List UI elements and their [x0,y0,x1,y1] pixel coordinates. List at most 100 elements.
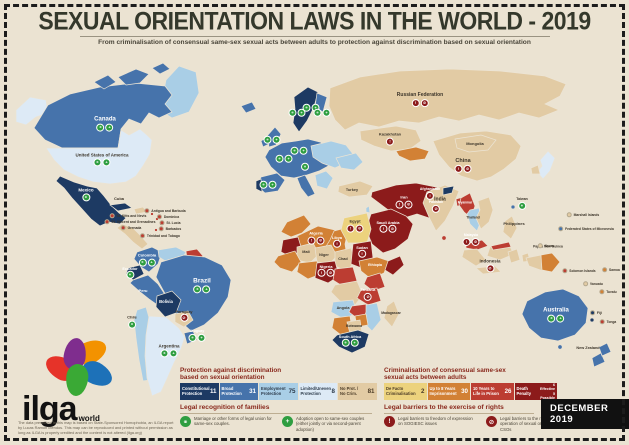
date-badge: DECEMBER 2019 [541,399,629,429]
country-name: Barbados [158,226,181,232]
legend-label: De Facto Criminalisation [386,386,416,396]
country-label-ecuador: Ecuador ⚭ [122,267,138,280]
marriage-icon: ⚭ [259,180,268,189]
country-name: New Zealand [576,346,600,351]
country-name: India [434,196,446,203]
country-label-tuvalu: Tuvalu [599,289,617,295]
country-name: United States of America [75,152,129,158]
country-name: Iran [400,194,408,200]
region-bolivia [155,290,182,318]
csos-icon: ⊘ [463,165,472,174]
region-west-africa [273,250,302,273]
country-name: Saudi Arabia [376,220,400,225]
adoption-icon: + [322,108,331,117]
country-name: Botswana [345,324,363,329]
country-label-marshall-islands: Marshall Islands [566,212,599,218]
country-label-ethiopia: Ethiopia [368,263,382,268]
map-icon-marker: ⚭ + [259,180,277,189]
country-label-myanmar: Myanmar [457,200,473,205]
region-central-america [116,223,149,250]
country-label-brazil: Brazil ⚭ + [193,278,211,294]
region-somalia [384,255,405,276]
region-cuba [109,202,133,212]
region-caribbean-island [150,212,154,216]
country-icons: ⚭ [127,320,137,329]
map-icon-marker: ⚭ + [263,135,281,144]
legend-count: 75 [288,388,296,395]
country-name: Algeria [309,230,323,236]
country-icons: ⊘ [429,205,443,214]
country-label-algeria: Algeria! ⊘ [307,230,325,245]
region-ukraine [335,152,364,171]
country-name: Nigeria [319,264,333,269]
country-name: Mongolia [466,140,484,146]
country-label-st-vincent-and-grenadines: St. Vincent and Grenadines [104,219,155,225]
protection-legend-row: Constitutional Protection 11 Broad Protect… [180,383,377,400]
legend-label: No Prot. / No Crim. [340,386,359,396]
region-niger [314,244,338,266]
marriage-icon: ⚭ [128,320,136,329]
country-label-nigeria: Nigeria! ⊘ [317,264,335,278]
region-sri-lanka [441,235,447,241]
marriage-icon: ⚭ [301,162,309,171]
country-name: Myanmar [457,200,473,205]
country-name: Colombia [137,252,157,258]
region-morocco [280,214,312,238]
country-name: Libya [332,235,342,240]
country-name: Tanzania [360,287,376,292]
country-icons: ! [379,137,401,146]
legend-note-text: Legal barriers to the registration or op… [500,416,573,432]
country-name: Sudan [356,245,368,250]
country-label-india: India [434,196,446,203]
country-name: Grenada [120,225,141,231]
country-icons: ⚭ + [94,123,116,132]
expression-icon: ! [317,269,326,278]
country-name: Taiwan [516,196,528,201]
country-icons: ⊘ [175,314,192,323]
country-name: St. Vincent and Grenadines [104,219,155,225]
country-label-mongolia: Mongolia [466,140,484,146]
country-status-dot [144,208,150,214]
country-icons: ⚭ + [188,334,206,343]
country-icons: ⚭ + [259,180,277,189]
legend-item-broad-protection: Broad Protection 31 [219,383,258,400]
country-name: Bolivia [159,298,173,304]
country-icons: ⚭ + [193,285,211,294]
country-status-dot [104,219,110,225]
country-label-tanzania: Tanzania ⊘ [360,287,376,302]
map-icon-marker: ⚭ + [275,154,293,163]
country-label-angola: Angola [337,306,350,310]
expression-icon: ! [332,240,341,249]
csos-icon: ⊘ [420,98,429,107]
country-icons: ⚭ + [75,158,128,167]
country-icons: ! ⊘ [376,225,399,234]
country-name: Paraguay [175,309,193,314]
ilga-flower-icon [41,335,117,398]
adoption-icon: + [297,108,306,117]
country-name: Tuvalu [599,289,617,295]
country-name: Antigua and Barbuda [144,208,186,214]
legend-note-text: Marriage or other forms of legal union f… [194,416,272,427]
csos-icon: ⊘ [404,200,413,209]
legend-item-employment-protection: Employment Protection 75 [259,383,298,400]
country-status-dot [537,243,544,249]
legend-label: Limited/Uneven Protection [300,386,331,396]
legend-count: 31 [249,388,256,395]
marriage-icon: ⚭ [125,271,134,280]
marriage-icon: ⚭ [81,193,90,202]
country-status-dot [120,225,127,231]
legend-label: Constitutional Protection [182,386,210,396]
families-items: ⚭ Marriage or other forms of legal union … [180,416,374,432]
map-icon-marker: ⚭ + [313,108,331,117]
csos-icon: ⊘ [364,293,372,302]
region-nepal [442,185,455,196]
country-name: Mali [302,250,310,255]
country-name: Fiji [590,310,602,316]
legend-label: 10 Years to Life in Prison [473,386,499,396]
marriage-icon: ⚭ [180,416,191,427]
region-papua-new-guinea [540,252,561,273]
header: SEXUAL ORIENTATION LAWS IN THE WORLD - 2… [0,6,629,46]
marriage-icon: ⚭ [290,146,299,155]
country-name: Papua New Guinea [533,244,563,249]
region-canada-arctic-islands [93,62,171,90]
